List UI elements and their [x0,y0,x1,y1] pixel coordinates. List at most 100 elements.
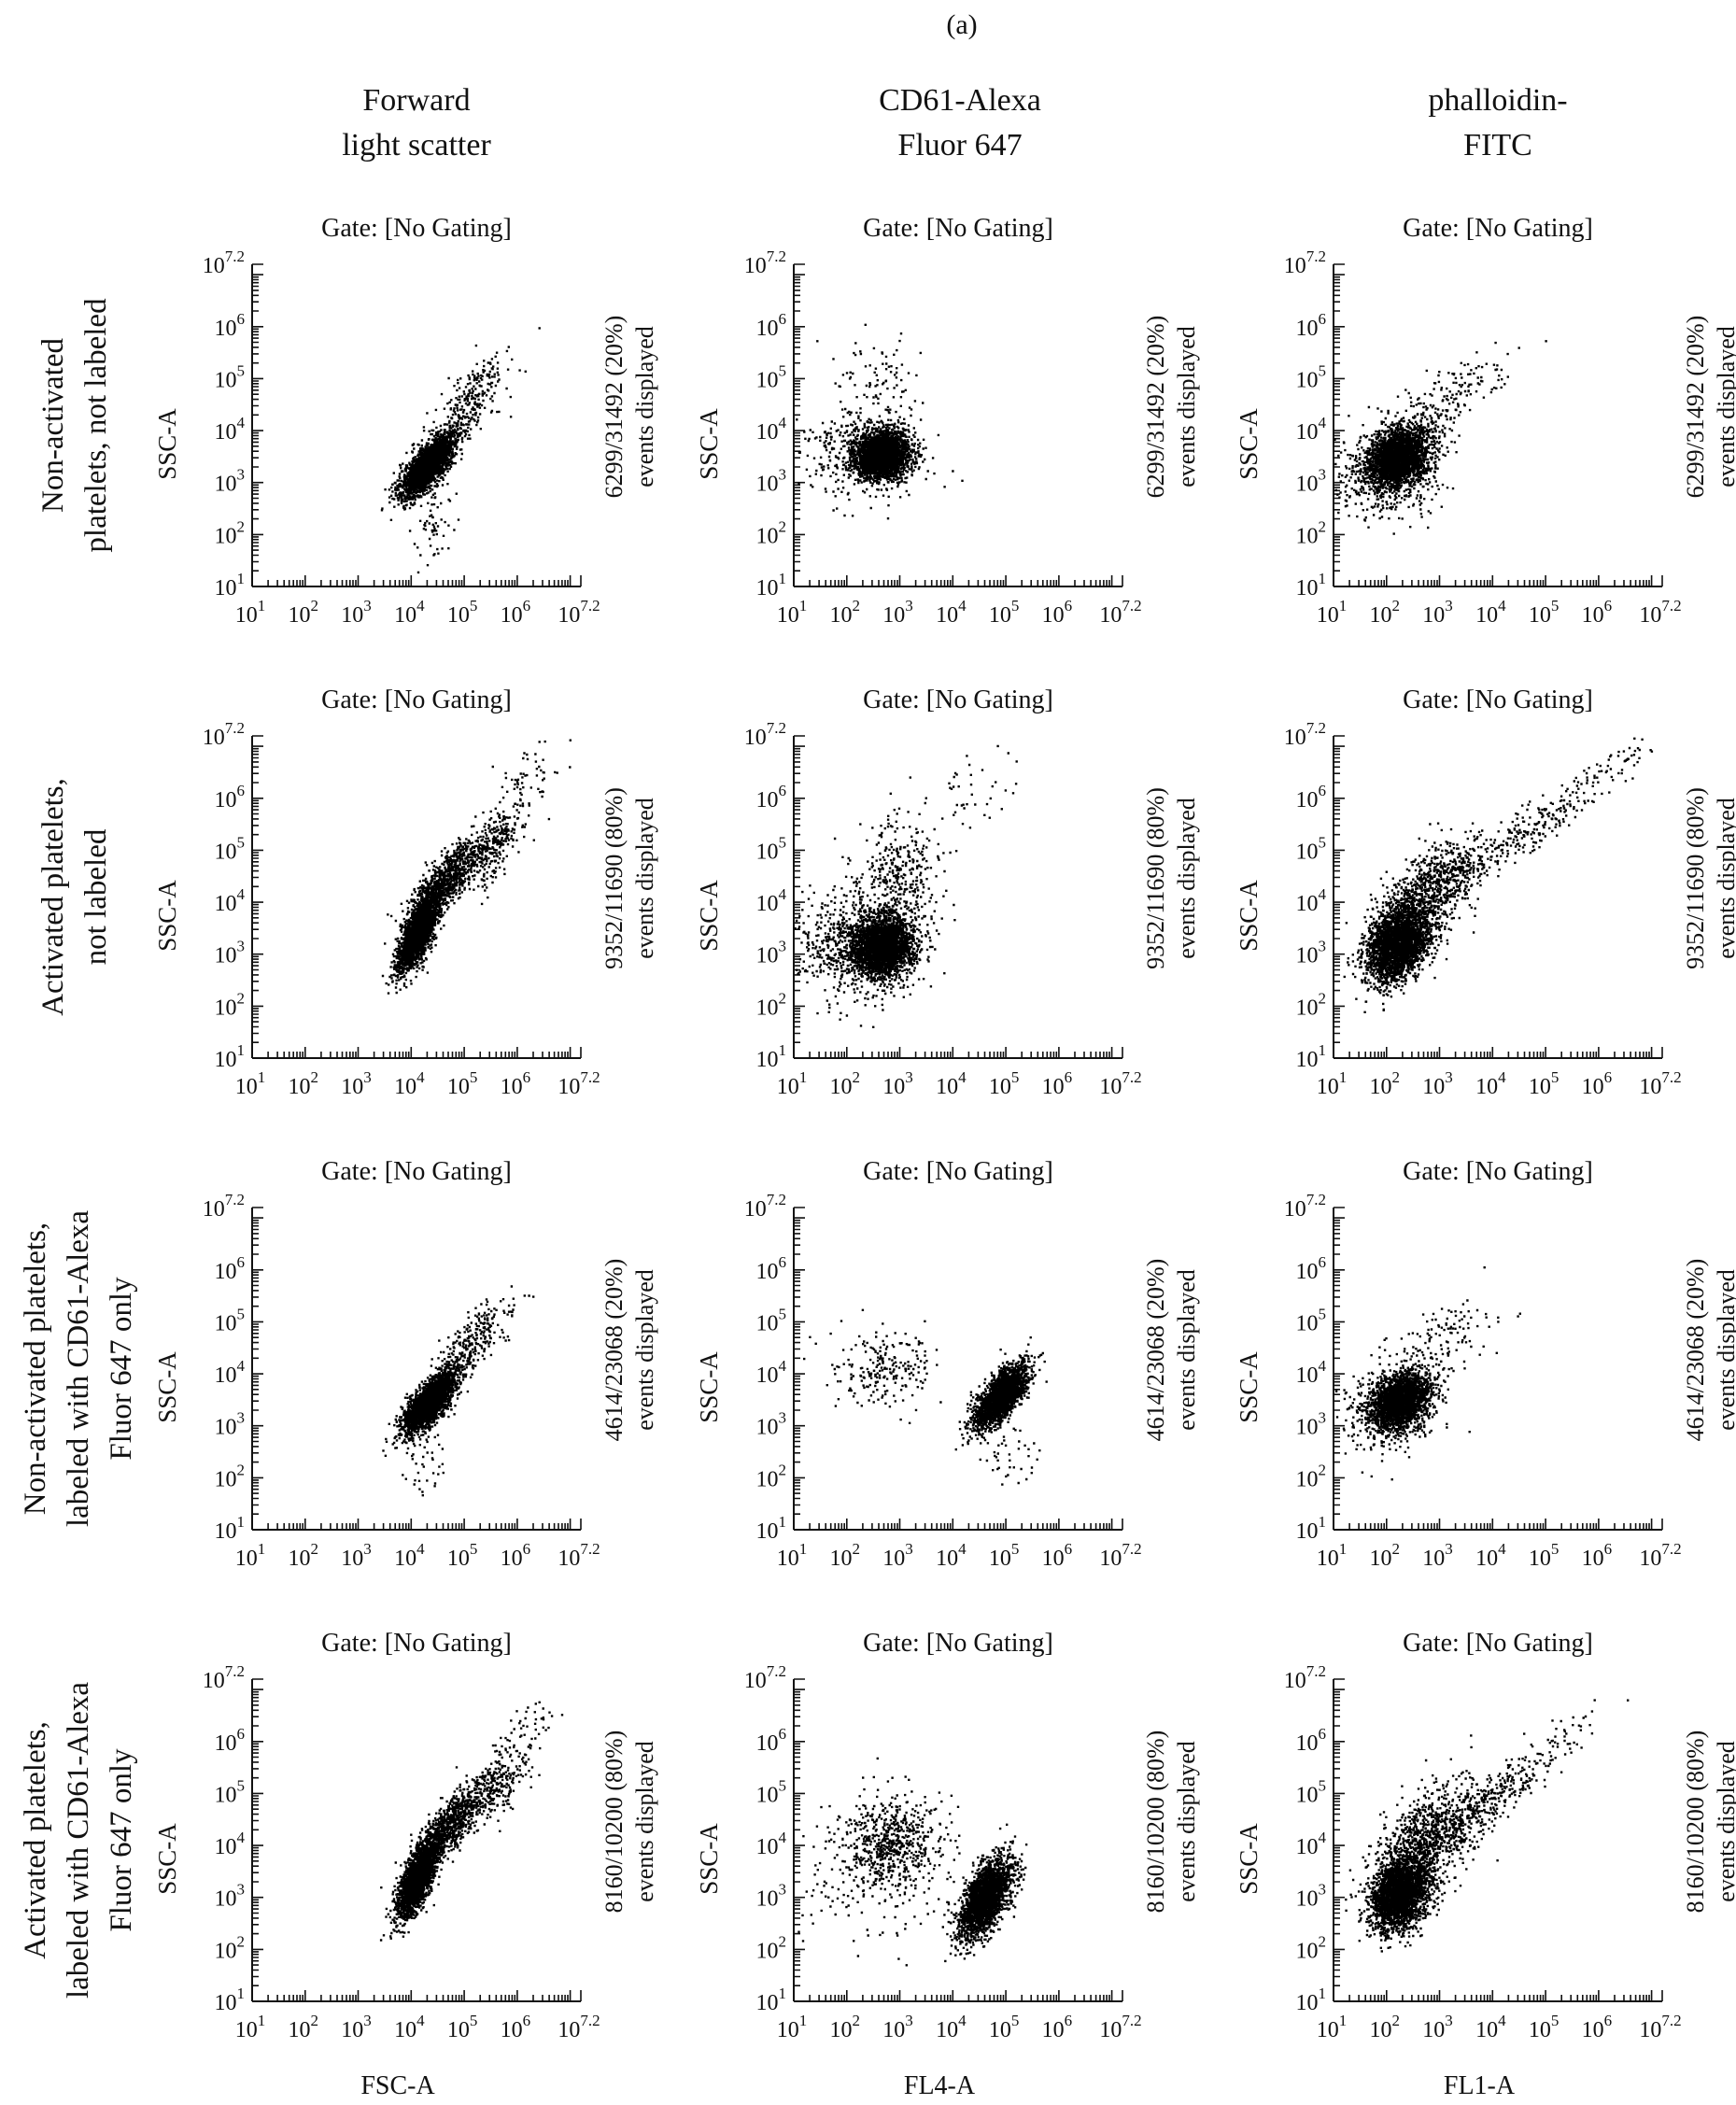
y-tick-label: 101 [1296,1041,1327,1072]
x-tick-label: 104 [936,1068,967,1099]
panel-title: Gate: [No Gating] [321,1157,512,1186]
x-tick-label: 103 [341,1540,372,1571]
x-tick-label: 105 [1529,1540,1560,1571]
y-tick-label: 105 [756,833,787,864]
x-tick-label: 107.2 [1639,2012,1681,2042]
x-tick-label: 105 [989,597,1020,628]
x-tick-label: 106 [1582,1540,1613,1571]
x-tick-label: 101 [1317,1540,1348,1571]
y-tick-label: 106 [1296,782,1327,812]
events-displayed-label: events displayed [1173,798,1200,959]
scatter-points [1345,1699,1630,1953]
y-tick-label: 104 [1296,1829,1327,1859]
x-tick-label: 105 [447,2012,478,2042]
events-displayed-label: events displayed [1713,798,1736,959]
x-tick-label: 103 [341,2012,372,2042]
x-tick-label: 104 [394,597,425,628]
panel-title: Gate: [No Gating] [1403,1629,1593,1658]
figure-label: (a) [946,9,977,40]
y-tick-label: 104 [756,1829,787,1859]
y-tick-label: 103 [215,1881,246,1912]
events-displayed-label: 4614/23068 (20%) [1142,1259,1169,1442]
y-tick-label: 103 [756,1409,787,1440]
y-tick-label: 107.2 [203,719,245,750]
y-tick-label: 105 [756,1305,787,1335]
y-tick-label: 104 [756,1357,787,1388]
y-axis-label: SSC-A [695,408,723,480]
x-tick-label: 106 [1582,2012,1613,2042]
y-axis-label: SSC-A [1235,1351,1263,1423]
events-displayed-label: 8160/10200 (80%) [1682,1731,1709,1914]
y-tick-label: 104 [215,885,246,916]
x-tick-label: 104 [1475,1540,1506,1571]
y-tick-label: 105 [1296,1305,1327,1335]
x-tick-label: 102 [830,1540,861,1571]
x-tick-label: 103 [882,1068,913,1099]
x-tick-label: 105 [447,597,478,628]
x-tick-label: 103 [1422,1068,1453,1099]
y-tick-label: 106 [1296,310,1327,341]
y-tick-label: 107.2 [203,1662,245,1693]
panel-title: Gate: [No Gating] [1403,685,1593,714]
row-headers: Non-activated platelets, not labeled Activ… [19,298,138,1999]
panel-title: Gate: [No Gating] [321,1629,512,1658]
y-tick-label: 104 [756,885,787,916]
x-tick-label: 104 [936,1540,967,1571]
x-tick-label: 102 [289,1068,319,1099]
y-tick-label: 104 [1296,1357,1327,1388]
events-displayed-label: 6299/31492 (20%) [1682,316,1709,499]
events-displayed-label: events displayed [1173,1269,1200,1431]
y-tick-label: 102 [756,1932,787,1963]
events-displayed-label: events displayed [1713,1269,1736,1431]
y-tick-label: 107.2 [203,1191,245,1222]
x-tick-label: 103 [341,1068,372,1099]
axis-ticks [251,263,582,587]
events-displayed-label: events displayed [631,1741,658,1902]
y-tick-label: 107.2 [1284,719,1326,750]
y-tick-label: 102 [1296,989,1327,1020]
panel-title: Gate: [No Gating] [863,1157,1053,1186]
x-tick-label: 103 [1422,1540,1453,1571]
y-tick-label: 101 [215,1041,246,1072]
x-tick-label: 101 [1317,2012,1348,2042]
events-displayed-label: 9352/11690 (80%) [1142,787,1169,969]
events-displayed-label: 4614/23068 (20%) [1682,1259,1709,1442]
y-tick-label: 107.2 [744,1662,786,1693]
y-tick-label: 106 [756,1725,787,1756]
row-header-0-line-0: Non-activated [36,338,70,513]
x-tick-label: 103 [1422,2012,1453,2042]
events-displayed-label: 4614/23068 (20%) [600,1259,628,1442]
y-tick-label: 105 [1296,1776,1327,1807]
x-tick-label: 106 [1582,1068,1613,1099]
events-displayed-label: events displayed [631,1269,658,1431]
y-tick-label: 102 [215,989,246,1020]
x-tick-label: 106 [501,597,531,628]
x-tick-label: 101 [777,597,808,628]
y-tick-label: 102 [1296,1461,1327,1491]
y-tick-label: 103 [756,1881,787,1912]
x-tick-label: 106 [501,1540,531,1571]
axis-ticks [793,735,1123,1059]
y-axis-label: SSC-A [1235,880,1263,952]
y-tick-label: 106 [756,1253,787,1284]
y-axis-label: SSC-A [1235,1823,1263,1895]
y-tick-label: 106 [215,782,246,812]
y-tick-label: 106 [215,1253,246,1284]
x-tick-label: 106 [501,2012,531,2042]
x-tick-label: 102 [830,1068,861,1099]
x-tick-label: 102 [1370,1540,1401,1571]
y-tick-label: 103 [1296,1409,1327,1440]
scatter-points [1334,340,1547,535]
x-tick-label: 107.2 [1639,1068,1681,1099]
y-tick-label: 103 [215,466,246,497]
events-displayed-label: 9352/11690 (80%) [600,787,628,969]
y-tick-label: 101 [215,1513,246,1544]
axis-ticks [1333,735,1663,1059]
y-tick-label: 107.2 [744,1191,786,1222]
y-tick-label: 107.2 [1284,247,1326,278]
